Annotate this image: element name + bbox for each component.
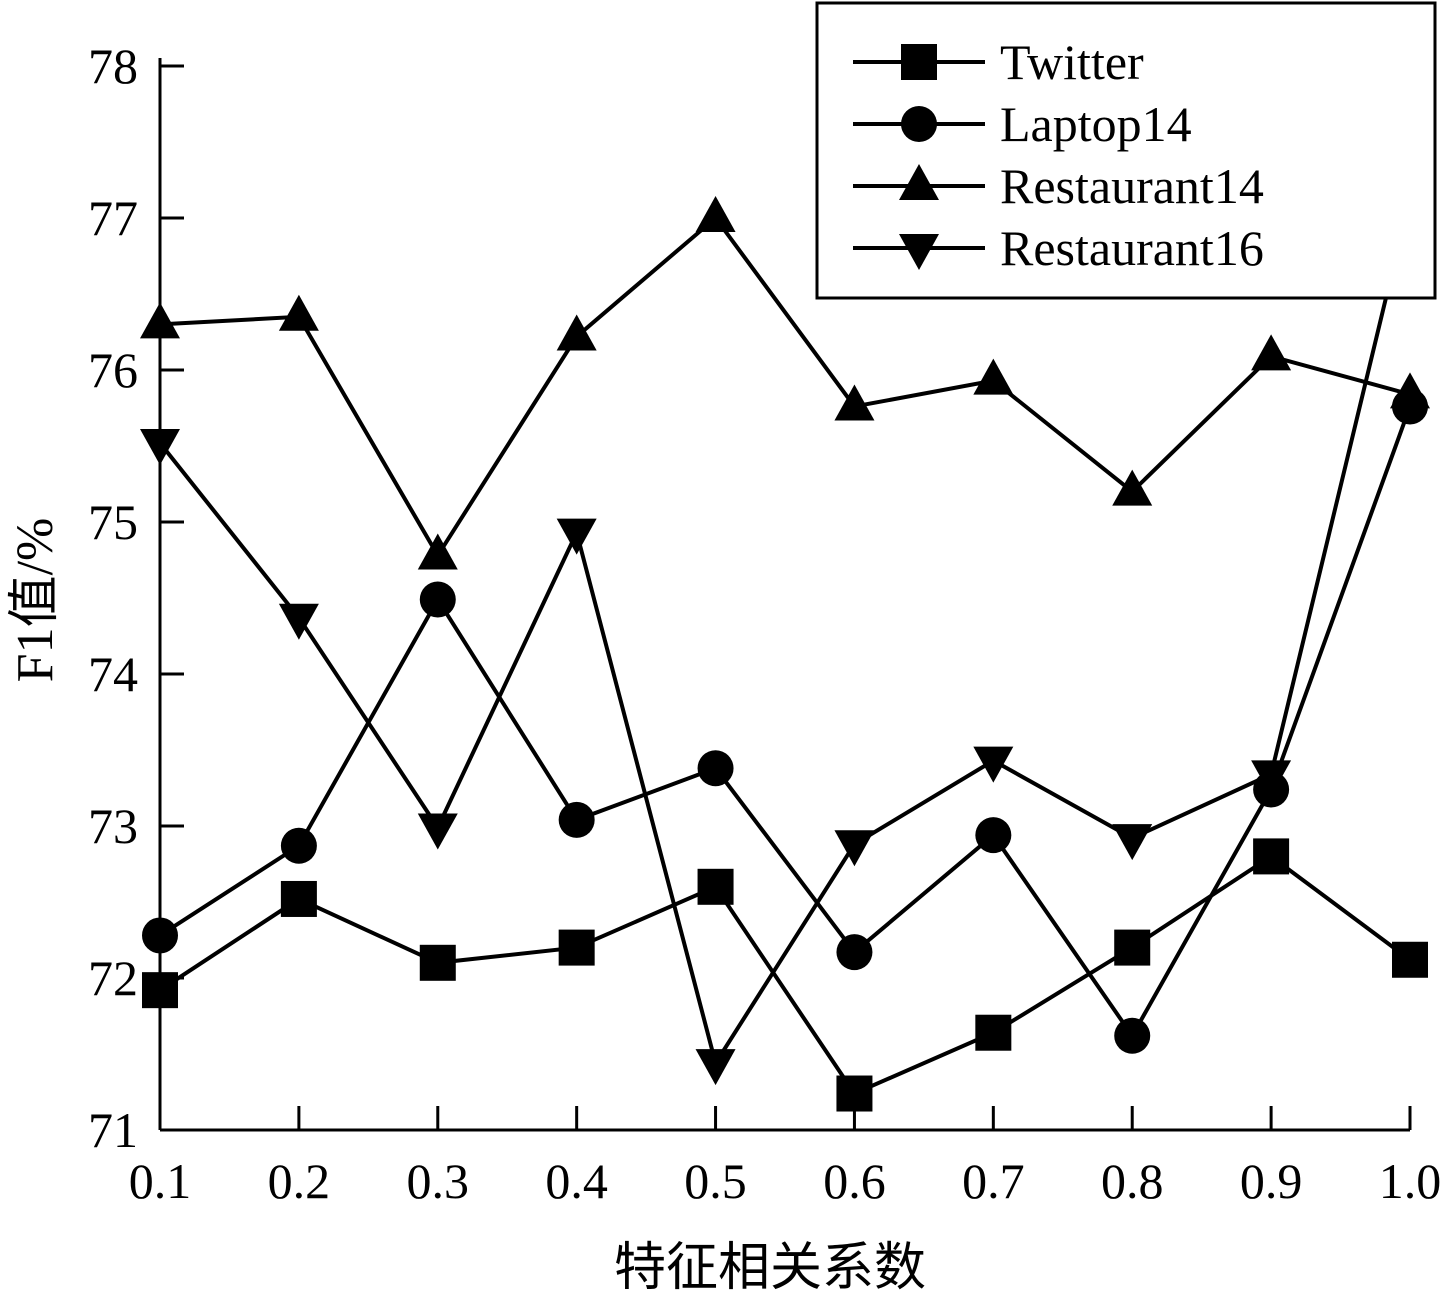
x-tick-label: 0.3 <box>407 1153 470 1209</box>
data-point <box>142 972 178 1009</box>
data-point <box>280 880 317 917</box>
data-point <box>1114 929 1151 966</box>
y-axis-title: F1值/% <box>7 518 64 683</box>
data-point <box>836 1075 873 1112</box>
x-tick-label: 0.5 <box>684 1153 747 1209</box>
data-point <box>419 944 456 981</box>
legend-marker <box>901 44 937 80</box>
legend-label: Twitter <box>1000 34 1144 90</box>
data-point <box>1253 838 1290 875</box>
data-point <box>697 868 734 905</box>
data-point <box>278 603 319 640</box>
data-point <box>834 830 875 867</box>
y-tick-label: 77 <box>88 190 138 246</box>
data-point <box>697 750 734 787</box>
data-point <box>142 917 178 954</box>
y-tick-label: 78 <box>88 38 138 94</box>
data-point <box>975 817 1012 854</box>
series-line <box>159 215 1411 560</box>
axes: 71 72 73 74 75 76 77 78 0.1 0.2 0.3 0.4 0.5 0.6 0.7 0.8… <box>88 38 1441 1209</box>
data-point <box>280 827 317 864</box>
x-tick-label: 0.8 <box>1101 1153 1164 1209</box>
data-point <box>695 1049 736 1086</box>
series-line <box>158 405 1412 1040</box>
x-tick-label: 0.9 <box>1240 1153 1303 1209</box>
legend-marker <box>901 106 937 142</box>
x-axis-title: 特征相关系数 <box>614 1240 926 1297</box>
series-restaurant14 <box>140 196 1430 570</box>
data-point <box>1251 760 1292 797</box>
legend-label: Laptop14 <box>1000 96 1192 152</box>
data-point <box>417 813 458 850</box>
data-point <box>140 302 180 339</box>
data-point <box>1112 469 1153 506</box>
data-point <box>1112 824 1153 861</box>
y-tick-label: 72 <box>88 950 138 1006</box>
data-point <box>556 518 597 555</box>
x-tick-label: 0.7 <box>962 1153 1025 1209</box>
y-tick-label: 74 <box>88 646 138 702</box>
legend-label: Restaurant14 <box>1000 158 1264 214</box>
data-point <box>556 314 597 351</box>
series-restaurant16 <box>140 184 1430 1086</box>
legend-label: Restaurant16 <box>1000 220 1264 276</box>
data-point <box>1251 334 1292 371</box>
data-point <box>834 384 875 421</box>
data-point <box>140 428 180 465</box>
data-point <box>973 746 1014 783</box>
legend-item: Laptop14 <box>853 96 1192 152</box>
data-point <box>1114 1017 1151 1054</box>
data-point <box>1392 941 1428 978</box>
legend-marker <box>899 234 939 270</box>
x-tick-label: 0.6 <box>823 1153 886 1209</box>
x-tick-label: 0.4 <box>545 1153 608 1209</box>
data-point <box>836 934 873 971</box>
x-tick-label: 1.0 <box>1379 1153 1442 1209</box>
data-point <box>419 581 456 618</box>
y-tick-label: 75 <box>88 494 138 550</box>
y-tick-label: 76 <box>88 342 138 398</box>
x-tick-label: 0.1 <box>129 1153 192 1209</box>
legend-item: Twitter <box>853 34 1144 90</box>
x-tick-label: 0.2 <box>268 1153 331 1209</box>
axis-labels: 特征相关系数 F1值/% <box>7 518 926 1297</box>
y-tick-label: 71 <box>88 1102 138 1158</box>
series-twitter <box>142 838 1428 1112</box>
y-tick-label: 73 <box>88 798 138 854</box>
data-point <box>558 929 595 966</box>
legend-marker <box>899 164 939 200</box>
data-point <box>973 358 1014 395</box>
series-line <box>158 853 1412 1097</box>
data-point <box>975 1014 1012 1051</box>
data-point <box>417 533 458 570</box>
legend: Twitter Laptop14 Restaurant14 Restaurant16 <box>815 1 1437 300</box>
data-point <box>278 294 319 331</box>
series-line <box>158 197 1412 1069</box>
data-point <box>558 801 595 838</box>
data-point <box>695 196 736 232</box>
legend-item: Restaurant14 <box>853 158 1264 214</box>
series-layer <box>140 184 1430 1112</box>
legend-item: Restaurant16 <box>853 220 1264 276</box>
data-point <box>1390 372 1430 409</box>
